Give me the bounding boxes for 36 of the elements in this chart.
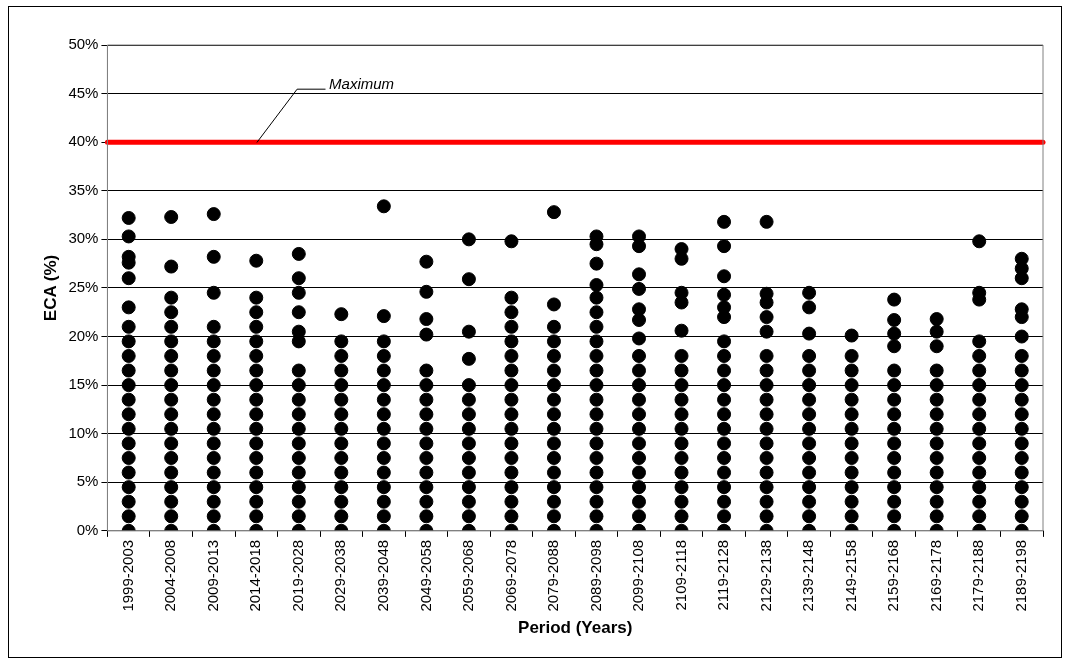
x-tick-label: 2149-2158 bbox=[841, 539, 859, 612]
y-tick-label: 25% bbox=[68, 278, 99, 296]
y-tick-label: 15% bbox=[68, 375, 99, 393]
x-tick-label: 2099-2108 bbox=[629, 539, 647, 612]
x-tick-label: 2049-2058 bbox=[416, 539, 434, 612]
x-tick-label: 2169-2178 bbox=[926, 539, 944, 612]
y-tick-label: 45% bbox=[68, 83, 99, 101]
x-tick-label: 2189-2198 bbox=[1011, 539, 1029, 612]
x-tick-label: 2079-2088 bbox=[544, 539, 562, 612]
x-tick-label: 2119-2128 bbox=[714, 539, 732, 611]
y-tick-label: 30% bbox=[68, 229, 99, 247]
y-tick-label: 5% bbox=[76, 472, 99, 490]
x-tick-label: 2089-2098 bbox=[586, 539, 604, 612]
y-tick-label: 0% bbox=[76, 521, 99, 539]
x-tick-label: 1999-2003 bbox=[118, 539, 136, 612]
x-tick-label: 2009-2013 bbox=[203, 539, 221, 612]
y-tick-label: 40% bbox=[68, 132, 99, 150]
x-tick-label: 2059-2068 bbox=[459, 539, 477, 612]
ref-line-label: Maximum bbox=[329, 75, 395, 93]
x-tick-label: 2109-2118 bbox=[671, 539, 689, 611]
x-tick-label: 2069-2078 bbox=[501, 539, 519, 612]
x-tick-label: 2039-2048 bbox=[373, 539, 391, 612]
y-tick-label: 20% bbox=[68, 326, 99, 344]
x-axis-title: Period (Years) bbox=[518, 618, 633, 638]
x-tick-label: 2129-2138 bbox=[756, 539, 774, 612]
y-tick-label: 50% bbox=[68, 35, 99, 53]
x-tick-label: 2179-2188 bbox=[969, 539, 987, 612]
y-tick-label: 10% bbox=[68, 423, 99, 441]
x-tick-label: 2004-2008 bbox=[161, 539, 179, 612]
x-tick-label: 2029-2038 bbox=[331, 539, 349, 612]
x-tick-label: 2014-2018 bbox=[246, 539, 264, 612]
x-tick-label: 2019-2028 bbox=[288, 539, 306, 612]
x-tick-label: 2159-2168 bbox=[884, 539, 902, 612]
y-tick-label: 35% bbox=[68, 180, 99, 198]
y-axis-title: ECA (%) bbox=[40, 254, 60, 322]
x-tick-label: 2139-2148 bbox=[799, 539, 817, 612]
